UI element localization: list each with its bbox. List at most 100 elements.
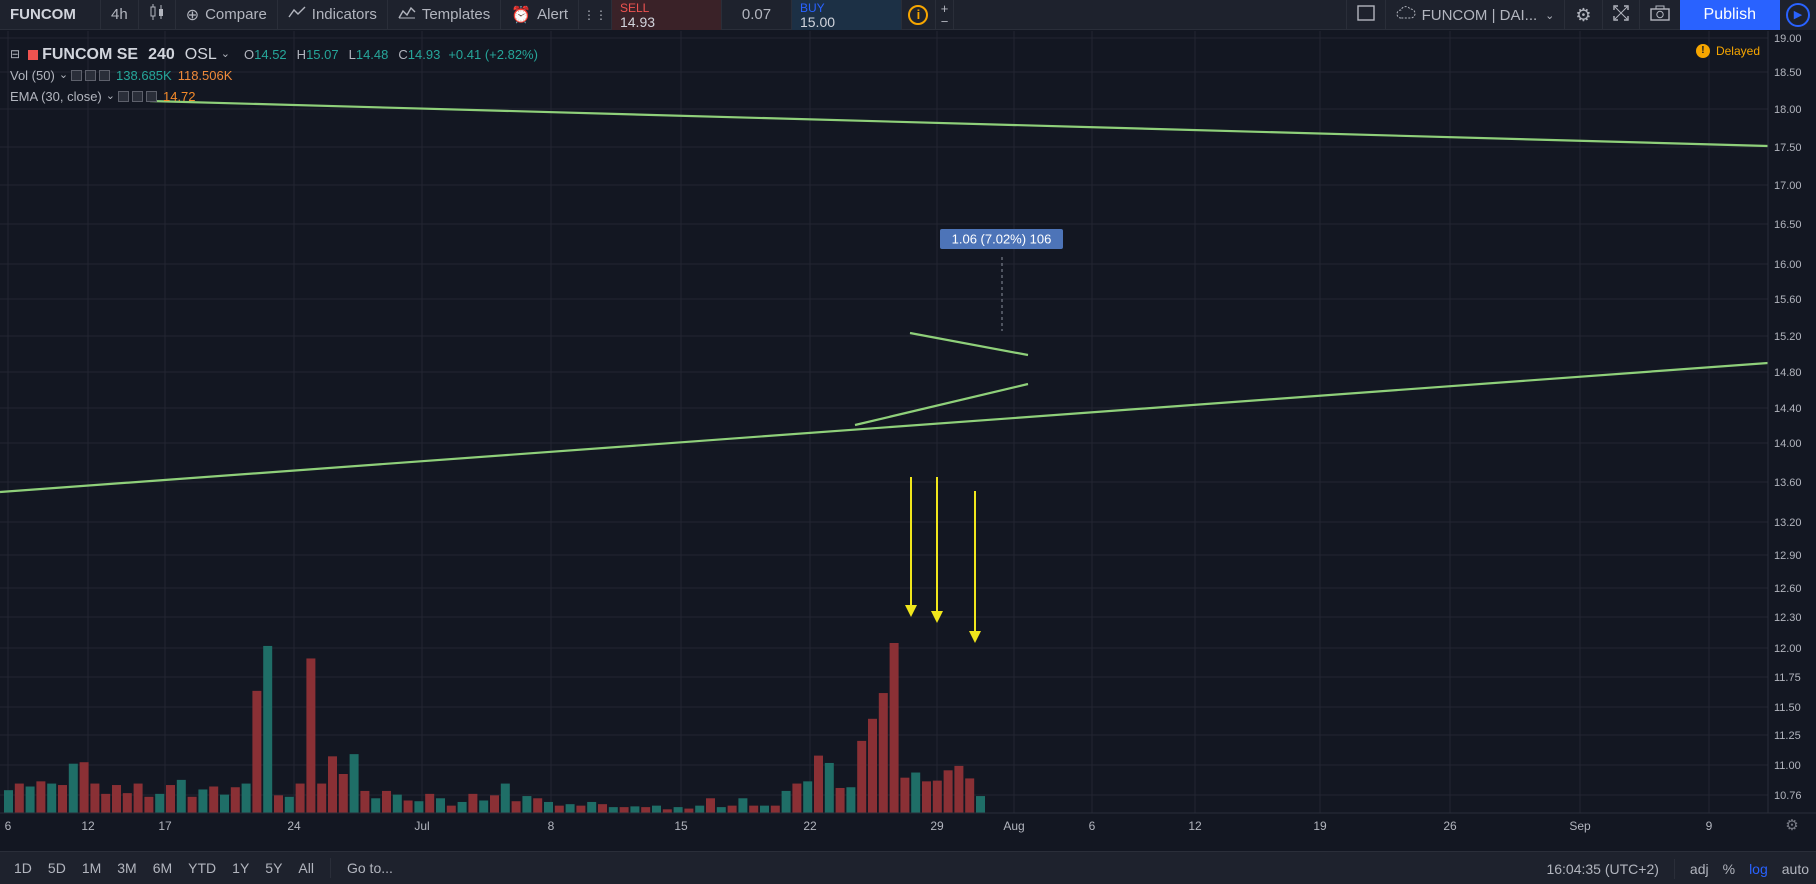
volume-bar [522,796,532,813]
settings-icon[interactable] [131,91,143,102]
y-tick-label: 18.00 [1774,104,1802,116]
candles-icon [149,3,165,26]
y-tick-label: 16.00 [1774,259,1802,271]
eye-icon[interactable] [117,91,129,102]
volume-bar [662,809,672,813]
warning-icon: ! [1695,44,1710,58]
volume-bar [803,781,813,813]
volume-bar [230,787,240,813]
y-tick-label: 11.25 [1774,730,1801,742]
goto-button[interactable]: Go to... [346,860,393,876]
y-tick-label: 14.40 [1774,403,1802,415]
volume-bar [392,794,402,813]
volume-bar [4,790,13,813]
expand-icon [1612,5,1629,25]
templates-button[interactable]: Templates [388,0,502,30]
fullscreen-button[interactable] [1601,0,1639,30]
sell-button[interactable]: SELL 14.93 [611,0,722,30]
range-all[interactable]: All [298,860,314,876]
snapshot-button[interactable] [1638,0,1680,30]
x-tick-label: Aug [1003,819,1024,833]
compare-button[interactable]: ⊕ Compare [176,0,278,30]
volume-bar [360,790,370,813]
chart-style-button[interactable] [139,0,176,30]
fullscreen-rect-button[interactable] [1345,0,1385,30]
range-5d[interactable]: 5D [47,860,66,876]
indicators-button[interactable]: Indicators [278,0,388,30]
open-label: O [244,47,255,62]
x-tick-label: 17 [158,819,172,833]
buy-button[interactable]: BUY 15.00 [791,0,902,30]
volume-bar [706,798,715,813]
adj-toggle[interactable]: adj [1689,860,1709,877]
square-icon [1356,5,1375,25]
percent-toggle[interactable]: % [1722,860,1736,877]
volume-bar [846,787,856,813]
spread-value: 0.07 [722,0,792,30]
volume-bar [619,807,629,813]
price-chart[interactable]: 1.06 (7.02%) 106 19.00 18.50 18.00 17.50 17.0… [0,31,1816,851]
eye-icon[interactable] [71,70,83,81]
volume-bar [932,780,942,813]
log-toggle[interactable]: log [1749,860,1768,877]
publish-button[interactable]: Publish [1679,0,1780,30]
zoom-in-button[interactable]: + [940,0,949,16]
x-tick-label: Sep [1569,819,1591,833]
volume-label[interactable]: Vol (50) [10,68,55,83]
volume-value: 138.685K [116,68,172,83]
templates-icon [398,5,416,24]
range-3m[interactable]: 3M [117,860,137,876]
chart-area[interactable]: 1.06 (7.02%) 106 19.00 18.50 18.00 17.50 17.0… [0,31,1816,851]
x-tick-label: 26 [1443,819,1457,833]
chevron-down-icon[interactable]: ⌄ [58,69,69,81]
chevron-down-icon[interactable]: ⌄ [105,90,115,102]
range-6m[interactable]: 6M [152,860,173,876]
remove-icon[interactable] [145,91,157,102]
replay-button[interactable]: ▶ [1780,0,1816,30]
range-1m[interactable]: 1M [81,860,102,876]
volume-bar [587,801,597,813]
arrow-head [931,611,943,623]
x-tick-label: 29 [930,819,944,833]
sell-price: 14.93 [619,13,656,30]
settings-icon[interactable] [85,70,97,81]
volume-bar [79,762,89,813]
alert-button[interactable]: ⏰ Alert [501,0,579,30]
legend-resolution: 240 [148,46,175,63]
ema-label[interactable]: EMA (30, close) [10,89,102,104]
ema-legend: EMA (30, close) ⌄ 14.72 [10,86,538,107]
zoom-out-button[interactable]: − [940,13,949,29]
range-1y[interactable]: 1Y [232,860,250,876]
volume-bar [673,807,683,813]
chevron-down-icon[interactable]: ⌄ [220,48,230,60]
drag-handle[interactable]: ⋮⋮ [579,0,612,30]
layout-button[interactable]: FUNCOM | DAI... ⌄ [1384,0,1565,30]
trend-line-upper [149,99,1769,148]
range-ytd[interactable]: YTD [188,860,217,876]
volume-bar [490,795,499,813]
collapse-icon[interactable]: ⊟ [10,47,21,61]
volume-bar [630,806,640,813]
auto-toggle[interactable]: auto [1781,860,1809,877]
cloud-icon [1396,5,1416,25]
volume-bar [770,805,780,813]
x-tick-label: 6 [5,819,12,833]
volume-bar [976,796,985,813]
trading-info-button[interactable]: i [902,0,936,30]
delayed-badge[interactable]: ! Delayed [1695,44,1760,58]
clock-time[interactable]: 16:04:35 (UTC+2) [1546,860,1659,877]
volume-bar [716,807,726,813]
plus-circle-icon: ⊕ [185,6,200,24]
interval-button[interactable]: 4h [101,0,139,30]
volume-bar [468,793,478,813]
symbol-search-button[interactable]: FUNCOM [0,0,101,30]
remove-icon[interactable] [99,70,111,81]
delayed-label: Delayed [1715,44,1760,58]
volume-bar [382,790,391,813]
range-5y[interactable]: 5Y [265,860,283,876]
legend-symbol[interactable]: FUNCOM SE [42,46,139,63]
range-1d[interactable]: 1D [14,860,32,876]
volume-bar [533,798,543,813]
settings-button[interactable]: ⚙ [1564,0,1601,30]
x-tick-label: 12 [1188,819,1202,833]
